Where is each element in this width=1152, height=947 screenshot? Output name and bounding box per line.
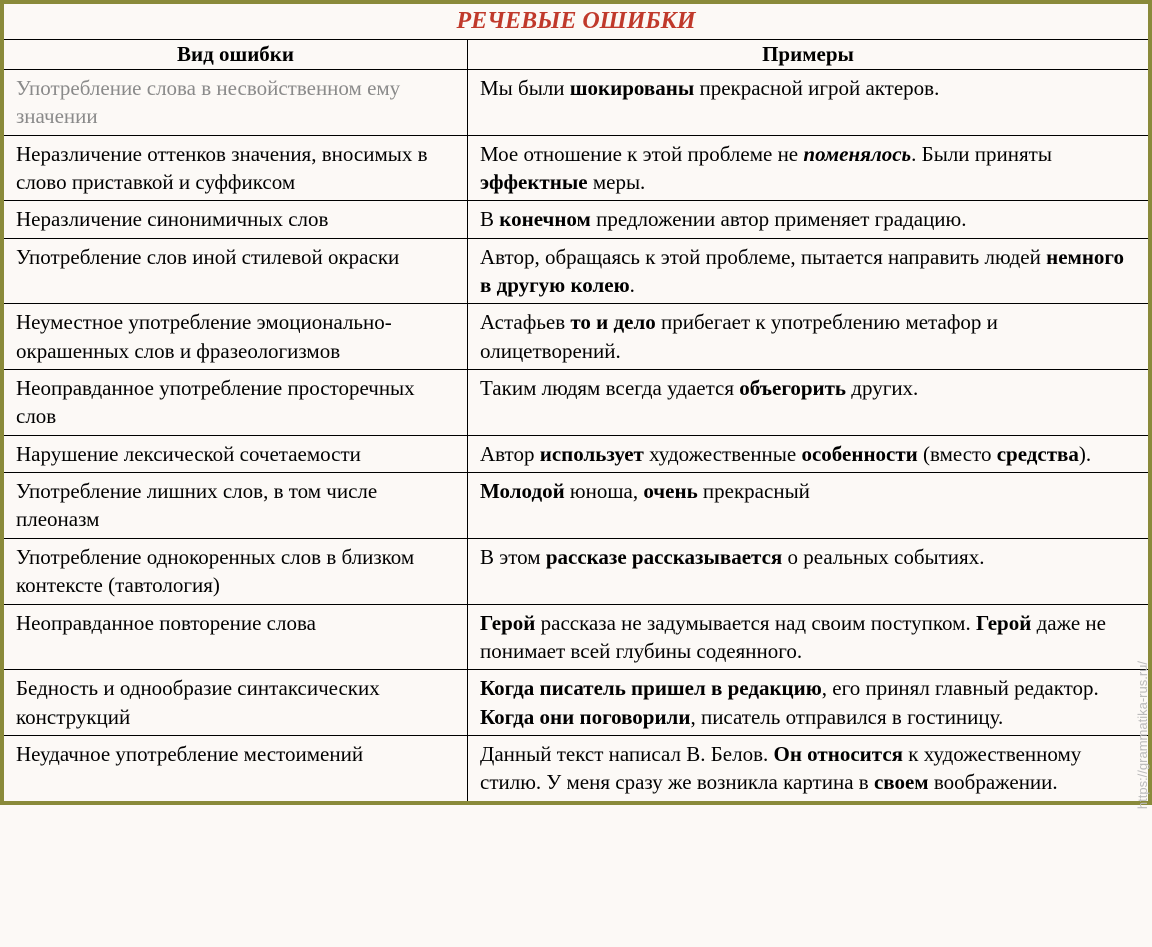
cell-error-type: Неоправданное употребление просторечных … <box>4 370 468 435</box>
header-error-type: Вид ошибки <box>4 40 468 69</box>
table-container: РЕЧЕВЫЕ ОШИБКИ Вид ошибки Примеры Употре… <box>0 0 1152 805</box>
table-row: Бедность и однообразие синтаксических ко… <box>4 670 1148 736</box>
cell-error-type: Употребление слова в несвойственном ему … <box>4 70 468 135</box>
header-examples: Примеры <box>468 40 1148 69</box>
watermark-text: https://grammatika-rus.ru/ <box>1135 661 1150 809</box>
cell-example: Таким людям всегда удается объегорить др… <box>468 370 1148 435</box>
cell-error-type: Нарушение лексической сочетаемости <box>4 436 468 472</box>
cell-example: Мое отношение к этой проблеме не поменял… <box>468 136 1148 201</box>
table-row: Неразличение синонимичных словВ конечном… <box>4 201 1148 238</box>
cell-example: Герой рассказа не задумывается над своим… <box>468 605 1148 670</box>
cell-example: В этом рассказе рассказывается о реальны… <box>468 539 1148 604</box>
cell-error-type: Неоправданное повторение слова <box>4 605 468 670</box>
table-row: Неудачное употребление местоименийДанный… <box>4 736 1148 801</box>
cell-example: Когда писатель пришел в редакцию, его пр… <box>468 670 1148 735</box>
cell-example: Астафьев то и дело прибегает к употребле… <box>468 304 1148 369</box>
cell-error-type: Неудачное употребление местоимений <box>4 736 468 801</box>
cell-example: Молодой юноша, очень прекрасный <box>468 473 1148 538</box>
cell-error-type: Неразличение синонимичных слов <box>4 201 468 237</box>
cell-error-type: Бедность и однообразие синтаксических ко… <box>4 670 468 735</box>
table-row: Неоправданное повторение словаГерой расс… <box>4 605 1148 671</box>
table-body: Употребление слова в несвойственном ему … <box>4 70 1148 801</box>
table-row: Нарушение лексической сочетаемостиАвтор … <box>4 436 1148 473</box>
table-header-row: Вид ошибки Примеры <box>4 40 1148 70</box>
cell-error-type: Употребление лишних слов, в том числе пл… <box>4 473 468 538</box>
cell-example: Автор, обращаясь к этой проблеме, пытает… <box>468 239 1148 304</box>
cell-error-type: Употребление слов иной стилевой окраски <box>4 239 468 304</box>
table-row: Неоправданное употребление просторечных … <box>4 370 1148 436</box>
cell-example: В конечном предложении автор применяет г… <box>468 201 1148 237</box>
cell-example: Автор использует художественные особенно… <box>468 436 1148 472</box>
table-row: Неуместное употребление эмоционально-окр… <box>4 304 1148 370</box>
cell-error-type: Употребление однокоренных слов в близком… <box>4 539 468 604</box>
cell-error-type: Неразличение оттенков значения, вносимых… <box>4 136 468 201</box>
table-row: Неразличение оттенков значения, вносимых… <box>4 136 1148 202</box>
table-row: Употребление однокоренных слов в близком… <box>4 539 1148 605</box>
cell-error-type: Неуместное употребление эмоционально-окр… <box>4 304 468 369</box>
cell-example: Данный текст написал В. Белов. Он относи… <box>468 736 1148 801</box>
table-row: Употребление слова в несвойственном ему … <box>4 70 1148 136</box>
table-row: Употребление слов иной стилевой окраскиА… <box>4 239 1148 305</box>
table-row: Употребление лишних слов, в том числе пл… <box>4 473 1148 539</box>
cell-example: Мы были шокированы прекрасной игрой акте… <box>468 70 1148 135</box>
table-title: РЕЧЕВЫЕ ОШИБКИ <box>4 4 1148 40</box>
